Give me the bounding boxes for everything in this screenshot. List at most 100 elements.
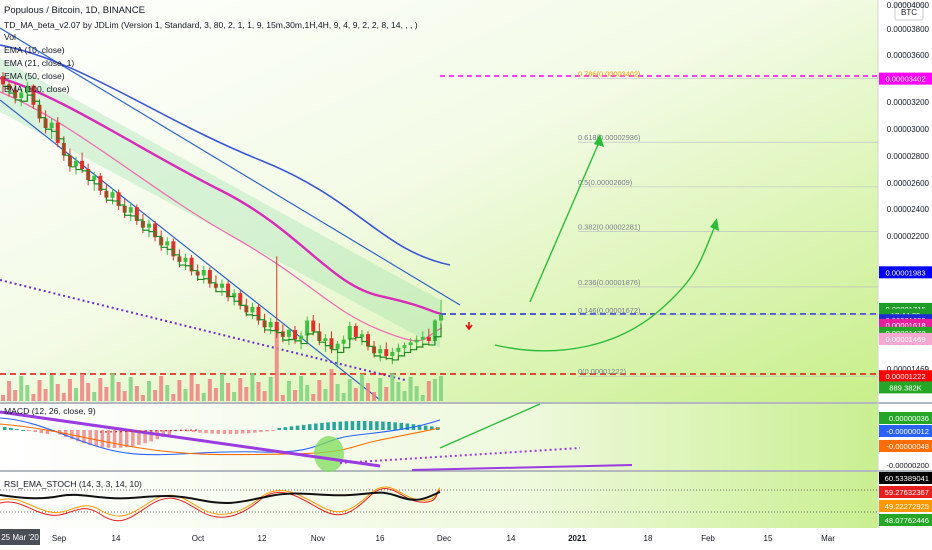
candle-body: [329, 338, 334, 350]
macd-tick-label: -0.00000200: [886, 461, 929, 470]
candle-body: [414, 339, 419, 343]
ema-100-line: [0, 44, 451, 266]
ema-50-line: [0, 76, 443, 316]
volume-bar: [408, 377, 413, 401]
price-badge-label: 0.00003402: [885, 75, 925, 84]
chart-legend: Populous / Bitcoin, 1D, BINANCE TD_MA_be…: [4, 5, 418, 94]
volume-bar: [439, 376, 443, 401]
candle-body: [274, 321, 279, 332]
volume-bar: [201, 393, 206, 401]
price-tick-label: 0.00002400: [887, 205, 930, 214]
rsi-indicator: RSI_EMA_STOCH (14, 3, 3, 14, 10) 60.5338…: [0, 472, 932, 526]
volume-bar: [80, 374, 85, 401]
candle-body: [408, 342, 413, 346]
time-axis-bg[interactable]: [0, 528, 932, 550]
candle-body: [378, 349, 383, 354]
price-badge-label: 0.00001618: [885, 321, 925, 330]
rsi-tick-label: 59.27632367: [885, 488, 929, 497]
macd-up-arrow-line: [439, 403, 541, 449]
arrowhead-icon: [594, 134, 604, 147]
macd-histogram-bar: [125, 430, 129, 448]
volume-bar: [7, 381, 12, 401]
price-badge: [879, 370, 932, 383]
time-tick-label: Sep: [52, 534, 67, 543]
volume-bar: [311, 394, 316, 401]
macd-histogram-bar: [106, 430, 111, 448]
volume-bar: [134, 386, 139, 401]
currency-label-box[interactable]: [894, 3, 924, 21]
candle-body: [359, 334, 364, 337]
macd-histogram-bar: [198, 430, 202, 433]
candle-body: [226, 283, 231, 298]
volume-bar: [238, 378, 243, 401]
price-tick-label: 0.00003000: [887, 125, 930, 134]
volume-bar: [250, 373, 255, 401]
macd-red-dotted: [99, 429, 201, 433]
volume-bar: [37, 380, 42, 401]
price-axis[interactable]: BTC 0.00004000 0.00003800 0.00003600 0.0000…: [879, 1, 932, 394]
macd-histogram-bar: [387, 421, 391, 430]
macd-tick-label: 0.00000036: [889, 414, 929, 423]
price-badge: [879, 332, 932, 345]
price-tick-label: 0.00002600: [887, 179, 930, 188]
time-tick-label: 14: [507, 534, 516, 543]
candle-body: [353, 325, 358, 337]
volume-bar: [55, 384, 60, 401]
candle-body: [134, 207, 139, 221]
candle-body: [402, 345, 407, 348]
price-badge: [879, 266, 932, 279]
price-badge: [879, 72, 932, 85]
fib-level-label: 0(0.00001222): [578, 367, 626, 376]
rsi-tick-badge: [879, 486, 932, 498]
macd-trendline-purple: [0, 410, 381, 468]
macd-line: [0, 417, 441, 456]
macd-histogram-bar: [308, 424, 312, 430]
macd-histogram-bar: [192, 430, 196, 433]
volume-bar: [299, 376, 304, 401]
time-tick-label: Feb: [701, 534, 715, 543]
macd-histogram-bar: [314, 423, 318, 430]
macd-histogram-bar: [277, 428, 281, 430]
volume-bar: [280, 395, 285, 401]
fib-level-label: 0.382(0.00002281): [578, 223, 640, 232]
candle-body: [396, 347, 401, 352]
macd-histogram-bar: [210, 430, 214, 434]
time-axis[interactable]: 25 Mar '20 Sep 14 Oct 12 Nov 16 Dec 14 2021 18 Feb…: [0, 529, 835, 545]
time-tick-label: Oct: [192, 534, 205, 543]
candle-body: [432, 320, 437, 341]
price-pane[interactable]: [0, 0, 878, 402]
candle-body: [153, 223, 158, 238]
time-tick-label: Mar: [821, 534, 835, 543]
currency-label: BTC: [901, 8, 917, 17]
candle-body: [207, 270, 212, 284]
macd-dotted-line: [339, 447, 581, 464]
volume-bar: [140, 395, 145, 401]
macd-histogram-bar: [234, 430, 239, 434]
candle-body: [110, 192, 115, 198]
volume-bar: [329, 369, 334, 401]
time-tick-label: 18: [644, 534, 653, 543]
volume-bar: [317, 380, 322, 401]
rsi-pane[interactable]: [0, 472, 878, 528]
volume-bar: [359, 374, 364, 401]
price-tick-label: 0.00001469: [887, 365, 930, 374]
macd-histogram-bar: [21, 430, 25, 431]
rsi-tick-label: 49.22272925: [885, 502, 929, 511]
macd-histogram-bar: [332, 421, 336, 430]
volume-bar: [347, 379, 352, 401]
volume-bar: [159, 376, 164, 401]
macd-tick-badge: [879, 412, 932, 424]
price-badge-label: 0.00001222: [885, 372, 925, 381]
time-tick-label: 14: [112, 534, 121, 543]
macd-histogram-bar: [112, 430, 117, 448]
volume-bar: [414, 386, 419, 401]
volume-bar: [128, 377, 133, 401]
rsi-tick-badge: [879, 472, 932, 484]
sell-signal-arrow-icon: [465, 322, 473, 331]
volume-bar: [153, 390, 158, 401]
rsi-label: RSI_EMA_STOCH (14, 3, 3, 14, 10): [4, 479, 142, 489]
macd-histogram-bar: [381, 421, 385, 430]
arrowhead-icon: [710, 218, 719, 231]
macd-histogram-bar: [301, 424, 306, 430]
